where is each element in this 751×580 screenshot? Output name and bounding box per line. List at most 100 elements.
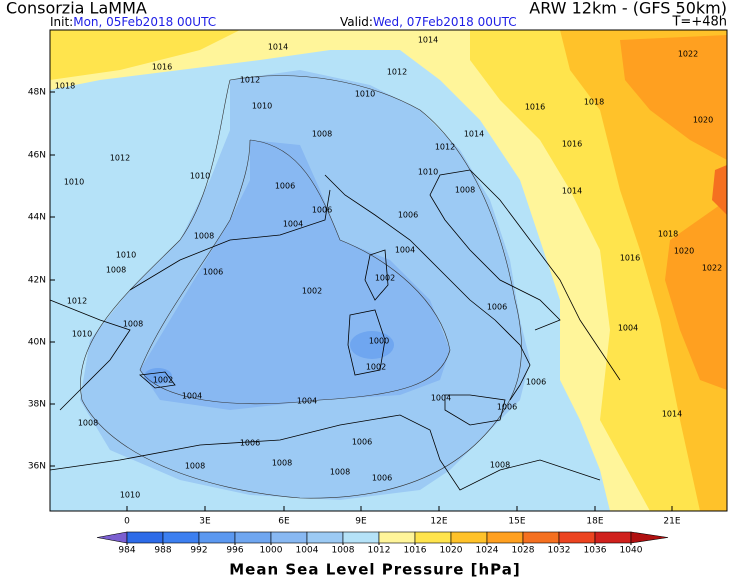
pressure-fields	[50, 30, 727, 511]
isobar-label: 1016	[620, 254, 640, 263]
isobar-label: 1012	[110, 154, 130, 163]
labels: 1014 1014 1016 1012 1022 1018 1012 1010 1016 1018…	[28, 36, 722, 579]
isobar-label: 1016	[152, 63, 172, 72]
colorbar-label: 1040	[620, 546, 643, 556]
color-swatch	[558, 531, 596, 544]
africa-coast	[49, 414, 601, 491]
isobar-label: 1008	[490, 461, 510, 470]
color-swatch	[522, 531, 560, 544]
coast	[49, 189, 331, 411]
valid-label: Valid:	[340, 15, 373, 29]
lon-label: 15E	[508, 517, 525, 527]
pressure-band	[560, 30, 727, 511]
lat-label: 36N	[28, 462, 46, 472]
isobar-label: 1014	[464, 130, 484, 139]
lon-label: 9E	[355, 517, 367, 527]
lon-label: 18E	[586, 517, 603, 527]
colorbar-label: 1004	[296, 546, 319, 556]
color-swatch	[234, 531, 272, 544]
isobar-label: 1016	[562, 140, 582, 149]
lat-label: 48N	[28, 88, 46, 98]
isobar-label: 1010	[252, 102, 272, 111]
lon-label: 0	[124, 517, 130, 527]
lat-label: 44N	[28, 213, 46, 223]
color-swatch	[594, 531, 632, 544]
isobar-label: 1014	[662, 410, 682, 419]
isobar-label: 1010	[190, 172, 210, 181]
colorbar-label: 988	[154, 546, 171, 556]
isobar-label: 1004	[431, 394, 451, 403]
isobar-label: 1020	[693, 116, 713, 125]
color-swatch	[198, 531, 236, 544]
colorbar-label: 984	[118, 546, 135, 556]
isobar-label: 1008	[312, 130, 332, 139]
sicily	[444, 394, 506, 426]
lat-label: 40N	[28, 338, 46, 348]
lat-label: 42N	[28, 276, 46, 286]
isobar-label: 1006	[487, 303, 507, 312]
isobar-label: 1004	[618, 324, 638, 333]
color-swatch	[378, 531, 416, 544]
coast	[429, 169, 621, 381]
isobar-label: 1006	[240, 439, 260, 448]
isobar	[80, 75, 522, 499]
color-swatch	[126, 531, 164, 544]
lat-label: 38N	[28, 400, 46, 410]
colorbar-label: 1012	[368, 546, 391, 556]
isobar-label: 1022	[702, 264, 722, 273]
isobar-label: 1018	[584, 98, 604, 107]
isobar-label: 1012	[435, 143, 455, 152]
colorbar-title: Mean Sea Level Pressure [hPa]	[229, 561, 521, 579]
lat-label: 46N	[28, 151, 46, 161]
colorbar-label: 996	[226, 546, 243, 556]
source: Consorzia LaMMA	[6, 0, 147, 18]
colorbar-arrow	[96, 531, 128, 544]
isobar-label: 1008	[185, 462, 205, 471]
isobar-label: 1012	[67, 297, 87, 306]
isobar-label: 1010	[72, 330, 92, 339]
colorbar-label: 1032	[548, 546, 571, 556]
isobar-label: 1004	[182, 392, 202, 401]
pressure-band	[50, 30, 240, 80]
color-swatch	[306, 531, 344, 544]
isobar-label: 1012	[240, 76, 260, 85]
colorbar-arrow	[630, 531, 669, 544]
model: ARW 12km - (GFS 50km)	[529, 0, 727, 18]
isobar-label: 1006	[275, 182, 295, 191]
isobar-label: 1000	[369, 337, 389, 346]
init-time: Mon, 05Feb2018 00UTC	[73, 15, 216, 29]
isobar-label: 1004	[297, 397, 317, 406]
corsica	[364, 249, 389, 301]
isobar-label: 1006	[398, 211, 418, 220]
isobar-label: 1014	[562, 187, 582, 196]
colorbar-label: 1020	[440, 546, 463, 556]
colorbar-label: 1016	[404, 546, 427, 556]
lon-label: 21E	[663, 517, 680, 527]
isobar-label: 1018	[55, 82, 75, 91]
isobar-label: 1008	[78, 419, 98, 428]
map-frame	[49, 29, 728, 512]
isobar-label: 1006	[372, 474, 392, 483]
isobar-label: 1008	[330, 468, 350, 477]
isobar-label: 1010	[418, 168, 438, 177]
isobar-label: 1006	[203, 268, 223, 277]
isobar-label: 1010	[64, 178, 84, 187]
isobar-label: 1002	[153, 376, 173, 385]
colorbar-label: 1036	[584, 546, 607, 556]
isobar-label: 1008	[455, 186, 475, 195]
lon-label: 12E	[430, 517, 447, 527]
color-swatch	[450, 531, 488, 544]
color-swatch	[162, 531, 200, 544]
colorbar-label: 1024	[476, 546, 499, 556]
sardinia	[347, 309, 386, 376]
isobar-label: 1008	[272, 459, 292, 468]
isobar-label: 1006	[312, 206, 332, 215]
colorbar-label: 1028	[512, 546, 535, 556]
isobar-label: 1002	[366, 363, 386, 372]
isobar-label: 1012	[387, 68, 407, 77]
isobar-label: 1014	[268, 43, 288, 52]
coast	[324, 174, 531, 401]
isobar-label: 1008	[106, 266, 126, 275]
init: Init:Mon, 05Feb2018 00UTC	[50, 15, 216, 29]
